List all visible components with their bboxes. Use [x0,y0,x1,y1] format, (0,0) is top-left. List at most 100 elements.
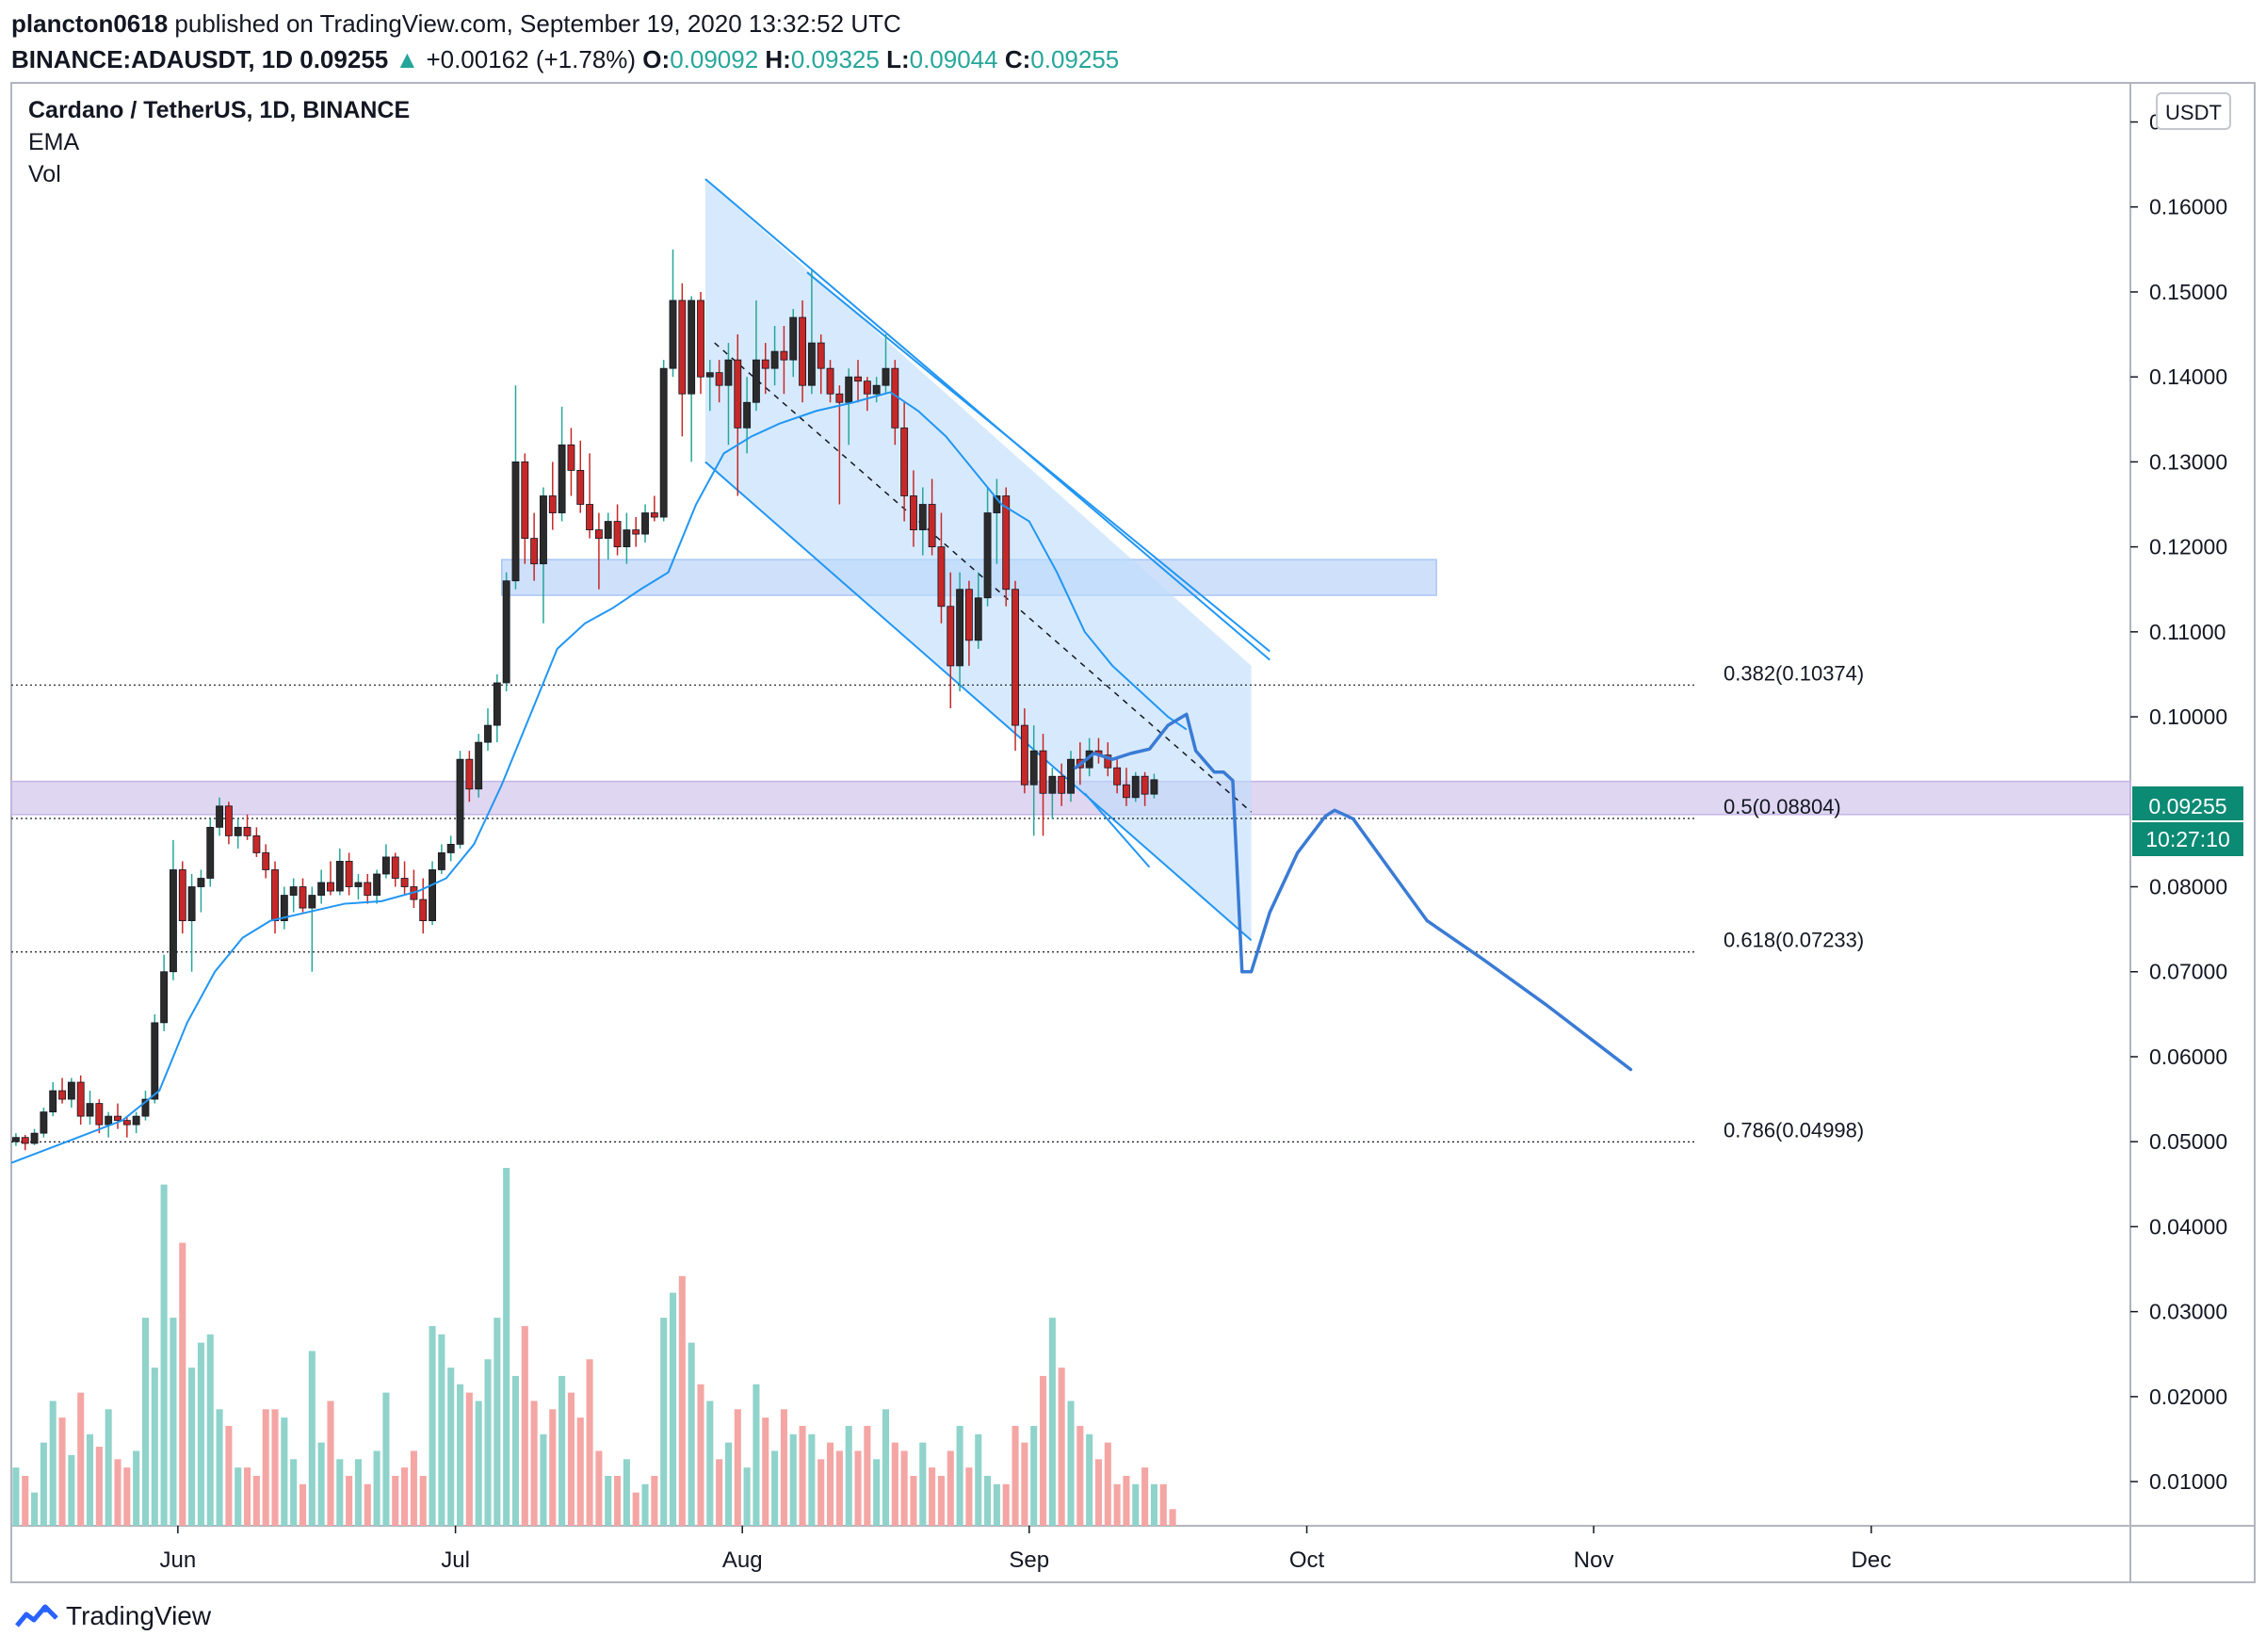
candle-body [234,826,242,836]
candle-body [160,971,169,1024]
candle-body [299,886,307,909]
candle-body [1039,750,1047,794]
volume-bar [465,1392,473,1526]
volume-bar [919,1442,927,1526]
candle-body [132,1115,140,1126]
volume-bar [984,1475,992,1526]
change-text: +0.00162 (+1.78%) [426,45,637,73]
volume-bar [827,1442,834,1526]
candle-body [76,1081,85,1117]
price-tick-label: 0.12000 [2149,535,2227,559]
channel-fill [704,178,1252,941]
volume-bar [179,1242,186,1526]
volume-bar [22,1475,29,1526]
volume-bar [762,1417,769,1526]
volume-bar [12,1467,20,1526]
candle-body [1058,775,1066,794]
candle-body [308,895,316,909]
volume-bar [114,1459,121,1526]
volume-bar [882,1409,890,1526]
candle-body [206,826,215,879]
candle-body [243,826,251,836]
ema-layer [10,391,1188,1164]
volume-bar [632,1492,639,1526]
channel-upper-line-2 [806,271,1271,653]
volume-bar [576,1417,584,1526]
candle-body [604,521,612,539]
volume-bar [1159,1483,1167,1526]
brand-name[interactable]: TradingView [66,1601,212,1630]
volume-bar [68,1454,75,1526]
volume-bar [77,1392,85,1526]
candle-body [364,882,372,896]
volume-bar [401,1467,409,1526]
low-label: L: [886,45,910,73]
candle-body [252,834,261,853]
candle-body [345,861,353,887]
footer: TradingView [15,1601,211,1631]
candle-body [817,342,825,369]
volume-bar [410,1450,417,1526]
candle-body [429,869,436,922]
volume-bar [86,1433,94,1526]
volume-layer [12,1168,1176,1526]
volume-bar [494,1318,501,1526]
chart-frame [10,82,2256,1583]
volume-bar [438,1334,445,1526]
legend-title[interactable]: Cardano / TetherUS, 1D, BINANCE [28,97,411,123]
volume-bar [58,1417,66,1526]
currency-badge[interactable]: USDT [2156,92,2231,130]
up-arrow-icon: ▲ [395,45,420,73]
volume-bar [521,1325,528,1526]
volume-bar [678,1275,686,1526]
candle-body [456,758,464,845]
volume-bar [197,1342,204,1526]
price-tick-label: 0.03000 [2149,1300,2227,1324]
candle-body [854,376,862,382]
candle-body [826,367,834,395]
price-axis[interactable]: 0.01000 0.02000 0.03000 0.04000 0.05000 0.060… [2130,110,2227,1495]
volume-bar [651,1475,658,1526]
candle-body [770,350,779,369]
volume-bar [40,1442,47,1526]
candle-body [1104,754,1112,769]
candle-body [317,882,326,896]
volume-bar [244,1467,251,1526]
candle-body [872,384,881,395]
price-tick-label: 0.04000 [2149,1214,2227,1239]
volume-bar [965,1467,973,1526]
volume-bar [235,1467,242,1526]
volume-bar [864,1425,871,1526]
candle-body [122,1120,131,1126]
time-tick-label: Oct [1289,1547,1325,1573]
legend-vol[interactable]: Vol [28,161,61,187]
price-tick-label: 0.16000 [2149,195,2227,219]
legend-ema[interactable]: EMA [28,129,80,155]
fib-layer: 0.382(0.10374) 0.5(0.08804) 0.618(0.07233)… [11,661,1864,1142]
candle-body [956,589,964,667]
volume-bar [188,1368,196,1526]
candle-body [632,529,640,535]
author-name[interactable]: plancton0618 [11,9,169,38]
volume-bar [252,1475,260,1526]
volume-bar [456,1384,464,1526]
price-tick-label: 0.07000 [2149,960,2227,984]
volume-bar [419,1475,427,1526]
candle-body [1048,775,1057,794]
channel-layer [704,178,1271,942]
candle-body [993,495,1001,513]
time-axis[interactable]: Jun Jul Aug Sep Oct Nov Dec [160,1526,1892,1573]
price-tick-label: 0.08000 [2149,875,2227,899]
fib-label: 0.5(0.08804) [1724,795,1841,818]
tradingview-logo-icon[interactable] [15,1603,58,1629]
candle-body [540,495,547,565]
volume-bar [392,1475,399,1526]
candle-body [835,393,844,403]
candles-layer [11,249,1158,1151]
candle-body [780,350,788,361]
volume-bar [586,1359,593,1526]
volume-bar [354,1459,362,1526]
volume-bar [429,1325,436,1526]
symbol-text: BINANCE:ADAUSDT, 1D [11,45,294,73]
